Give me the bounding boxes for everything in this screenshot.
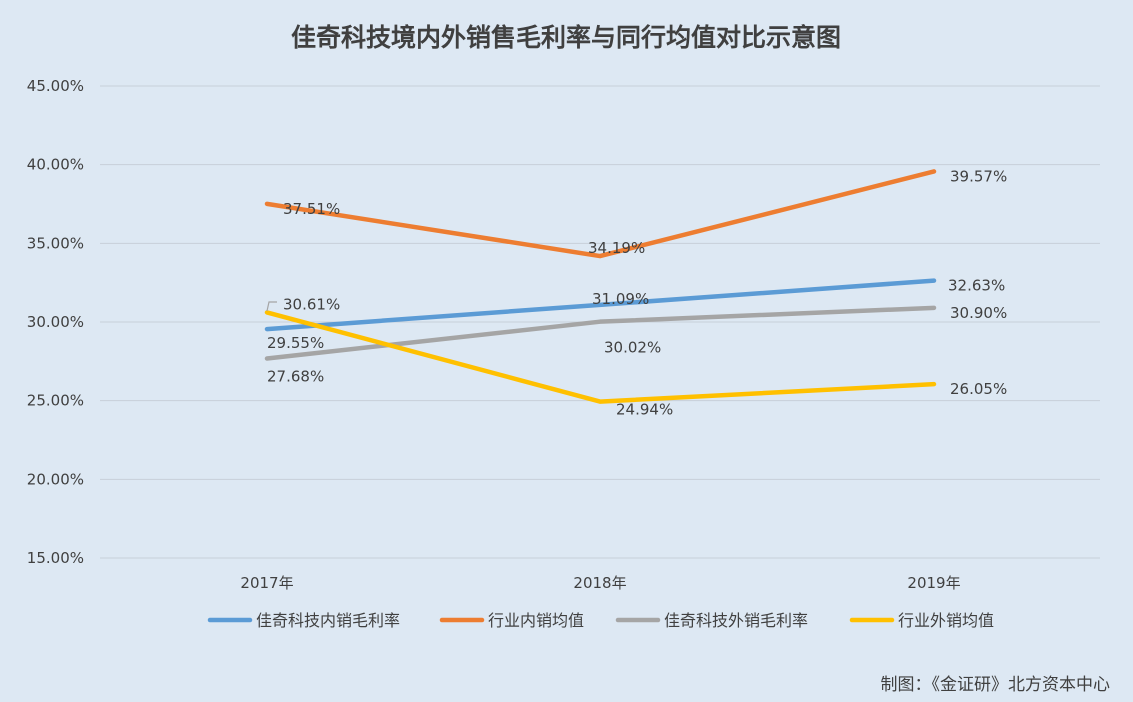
data-label: 30.90% xyxy=(950,304,1007,322)
x-axis-ticks: 2017年 2018年 2019年 xyxy=(240,574,960,592)
data-label: 32.63% xyxy=(948,277,1005,295)
data-label: 27.68% xyxy=(267,368,324,386)
y-tick-label: 45.00% xyxy=(27,77,84,95)
y-axis-ticks: 15.00% 20.00% 25.00% 30.00% 35.00% 40.00% 45.0… xyxy=(27,77,84,567)
legend: 佳奇科技内销毛利率 行业内销均值 佳奇科技外销毛利率 行业外销均值 xyxy=(207,611,994,630)
data-label: 26.05% xyxy=(950,380,1007,398)
data-label: 30.61% xyxy=(283,295,340,313)
y-tick-label: 20.00% xyxy=(27,470,84,488)
legend-label: 行业内销均值 xyxy=(488,611,584,630)
legend-label: 佳奇科技内销毛利率 xyxy=(256,611,400,630)
data-label: 39.57% xyxy=(950,167,1007,185)
data-label: 31.09% xyxy=(592,290,649,308)
y-tick-label: 30.00% xyxy=(27,313,84,331)
data-label: 37.51% xyxy=(283,200,340,218)
data-labels: 29.55% 31.09% 32.63% 37.51% 34.19% 39.57% 27.6… xyxy=(266,167,1007,419)
y-tick-label: 35.00% xyxy=(27,234,84,252)
y-tick-label: 40.00% xyxy=(27,156,84,174)
y-tick-label: 15.00% xyxy=(27,549,84,567)
series-line xyxy=(264,310,937,404)
series-line xyxy=(264,169,937,259)
series-lines xyxy=(264,169,937,404)
legend-label: 行业外销均值 xyxy=(898,611,994,630)
legend-label: 佳奇科技外销毛利率 xyxy=(664,611,808,630)
chart-credit: 制图：《金证研》北方资本中心 xyxy=(881,675,1111,695)
series-line xyxy=(264,305,937,361)
label-leader-line xyxy=(266,301,277,312)
data-label: 24.94% xyxy=(616,401,673,419)
data-label: 34.19% xyxy=(588,239,645,257)
y-tick-label: 25.00% xyxy=(27,392,84,410)
chart-title: 佳奇科技境内外销售毛利率与同行均值对比示意图 xyxy=(291,23,841,52)
x-tick-label: 2019年 xyxy=(907,574,960,592)
data-label: 30.02% xyxy=(604,339,661,357)
series-line xyxy=(264,278,937,332)
x-tick-label: 2018年 xyxy=(573,574,626,592)
x-tick-label: 2017年 xyxy=(240,574,293,592)
data-label: 29.55% xyxy=(267,334,324,352)
